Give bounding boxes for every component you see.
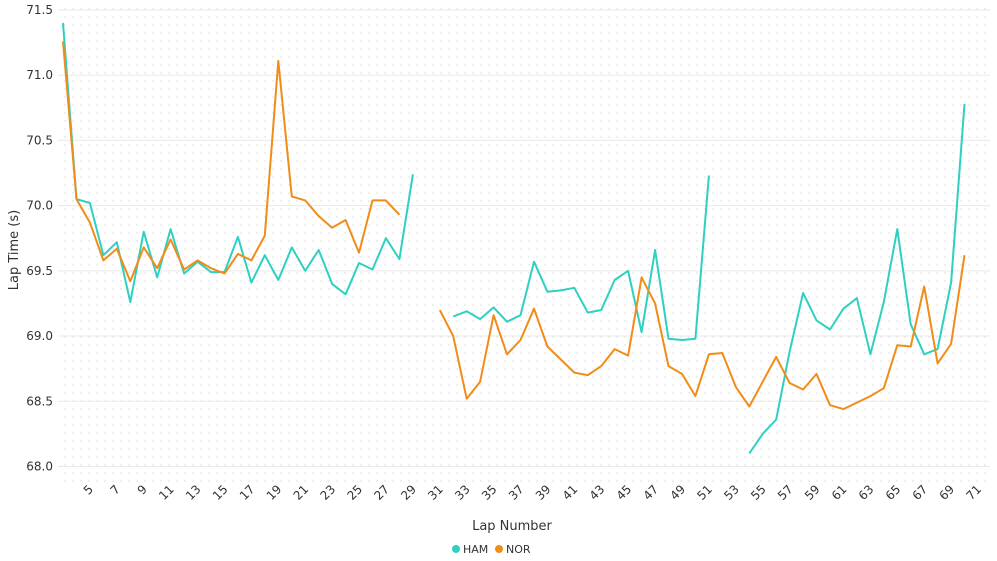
- legend-ham-swatch: [452, 545, 460, 553]
- plot-area: [58, 6, 990, 482]
- y-tick-label: 69.5: [26, 264, 53, 278]
- y-tick-label: 68.5: [26, 394, 53, 408]
- legend-ham-label: HAM: [463, 543, 488, 556]
- legend-nor-swatch: [495, 545, 503, 553]
- legend: HAM NOR: [452, 543, 531, 556]
- series-lines: [62, 22, 966, 454]
- y-tick-labels: 68.0 68.5 69.0 69.5 70.0 70.5 71.0 71.5: [26, 3, 53, 473]
- series-line-ham: [452, 175, 710, 341]
- y-gridlines: [58, 9, 990, 467]
- y-tick-label: 69.0: [26, 329, 53, 343]
- series-line-nor: [438, 255, 966, 411]
- legend-nor-label: NOR: [506, 543, 531, 556]
- series-line-nor: [62, 41, 401, 283]
- y-tick-label: 70.0: [26, 199, 53, 213]
- y-tick-label: 71.5: [26, 3, 53, 17]
- x-tick-labels: 5 7 9 11 13 15 17 19 21 23 25 27 29 31 33 35 37 39 41 43 45 4…: [81, 482, 984, 503]
- y-axis-title: Lap Time (s): [7, 210, 22, 290]
- y-tick-label: 71.0: [26, 68, 53, 82]
- y-tick-label: 68.0: [26, 459, 53, 473]
- x-axis-title: Lap Number: [472, 519, 552, 534]
- y-tick-label: 70.5: [26, 133, 53, 147]
